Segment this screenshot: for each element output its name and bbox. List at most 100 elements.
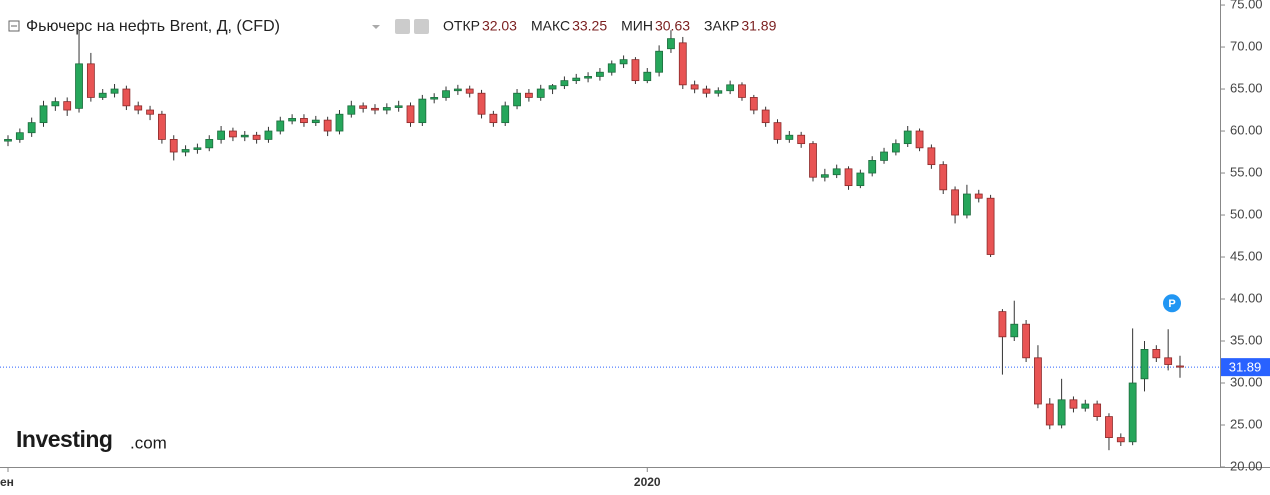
y-tick-label: 45.00 <box>1230 248 1263 263</box>
candle-body <box>690 84 699 90</box>
candle-body <box>39 105 48 124</box>
candle-body <box>856 172 865 187</box>
candle-body <box>86 63 95 98</box>
candle-body <box>998 311 1007 338</box>
y-tick-label: 30.00 <box>1230 374 1263 389</box>
candle-body <box>1034 357 1042 405</box>
legend-label: МАКС <box>531 18 570 34</box>
candle-body <box>252 134 261 140</box>
candle-body <box>738 84 746 98</box>
candle-body <box>205 139 214 149</box>
badge-circle <box>1163 294 1181 313</box>
y-tick-label: 70.00 <box>1230 38 1263 53</box>
candle-body <box>832 168 841 176</box>
candle-body <box>548 85 557 90</box>
candle-body <box>1081 403 1090 409</box>
candle-body <box>489 113 498 124</box>
y-tick-label: 50.00 <box>1230 206 1263 221</box>
candle-body <box>371 107 379 111</box>
candle-body <box>655 50 664 73</box>
candle-body <box>276 120 285 132</box>
candle-body <box>714 90 723 94</box>
candle-body <box>75 63 83 109</box>
candle-body <box>797 134 806 145</box>
logo-brand: Investing <box>16 426 112 452</box>
candle-body <box>193 147 202 150</box>
collapse-icon[interactable] <box>8 20 20 32</box>
candle-body <box>773 122 782 140</box>
x-tick-label: ен <box>0 475 14 489</box>
candle-body <box>951 189 959 216</box>
legend-value: 33.25 <box>572 18 607 34</box>
logo-suffix: .com <box>130 433 167 452</box>
candle-body <box>264 130 273 140</box>
candle-body <box>134 105 143 111</box>
legend-label: ОТКР <box>443 18 480 34</box>
ohlc-legend: ОТКР 32.03 МАКС 33.25 МИН 30.63 ЗАКР 31.89 <box>443 18 777 34</box>
candle-body <box>311 119 320 124</box>
candle-body <box>229 130 237 138</box>
settings-icon[interactable] <box>414 19 429 34</box>
candle-body <box>1045 403 1054 426</box>
candle-body <box>1093 403 1102 418</box>
candle-body <box>667 38 675 50</box>
y-tick-label: 60.00 <box>1230 122 1263 137</box>
y-tick-label: 35.00 <box>1230 332 1263 347</box>
candle-body <box>335 113 344 132</box>
last-price-box <box>1221 358 1270 377</box>
eye-icon[interactable] <box>395 19 410 34</box>
candle-body <box>1105 416 1113 439</box>
candle-body <box>844 168 853 187</box>
chart-title: Фьючерс на нефть Brent, Д, (CFD) <box>26 18 280 35</box>
candle-body <box>986 197 995 255</box>
candle-body <box>442 90 450 98</box>
candle-body <box>300 118 308 124</box>
candle-body <box>1010 323 1019 338</box>
candle-body <box>536 88 545 98</box>
dropdown-arrow[interactable] <box>372 25 380 29</box>
candle-body <box>347 105 356 115</box>
candle-body <box>465 88 474 94</box>
x-tick-label: 2020 <box>634 475 661 489</box>
candle-body <box>217 130 225 140</box>
candle-body <box>394 105 403 108</box>
y-tick-label: 65.00 <box>1230 80 1263 95</box>
legend-label: ЗАКР <box>704 18 739 34</box>
candle-body <box>915 130 924 149</box>
legend-value: 30.63 <box>655 18 690 34</box>
candle-body <box>240 134 249 138</box>
candle-body <box>785 134 794 140</box>
candle-body <box>820 174 829 178</box>
candle-body <box>453 88 462 92</box>
candle-body <box>323 119 332 132</box>
legend-value: 31.89 <box>741 18 776 34</box>
candle-body <box>181 149 190 153</box>
last-price-label: 31.89 <box>1229 360 1262 375</box>
candle-body <box>631 59 640 82</box>
candle-body <box>524 92 533 98</box>
y-tick-label: 20.00 <box>1230 458 1263 473</box>
candle-body <box>619 59 628 65</box>
candle-body <box>868 160 877 174</box>
candle-body <box>382 107 391 111</box>
candle-body <box>963 193 971 216</box>
candle-body <box>761 109 770 124</box>
candle-body <box>1140 349 1149 380</box>
y-tick-label: 25.00 <box>1230 416 1263 431</box>
candle-body <box>607 63 616 73</box>
candle-body <box>477 92 486 115</box>
candle-body <box>98 92 107 98</box>
legend-value: 32.03 <box>482 18 517 34</box>
candle-body <box>15 132 24 140</box>
badge-label: P <box>1168 298 1175 310</box>
legend-label: МИН <box>621 18 653 34</box>
candle-body <box>726 84 735 92</box>
candle-body <box>1116 437 1125 443</box>
candle-body <box>927 147 936 166</box>
candle-body <box>572 77 581 82</box>
candle-body <box>1176 365 1184 368</box>
candle-body <box>63 101 72 111</box>
candle-body <box>749 97 758 111</box>
